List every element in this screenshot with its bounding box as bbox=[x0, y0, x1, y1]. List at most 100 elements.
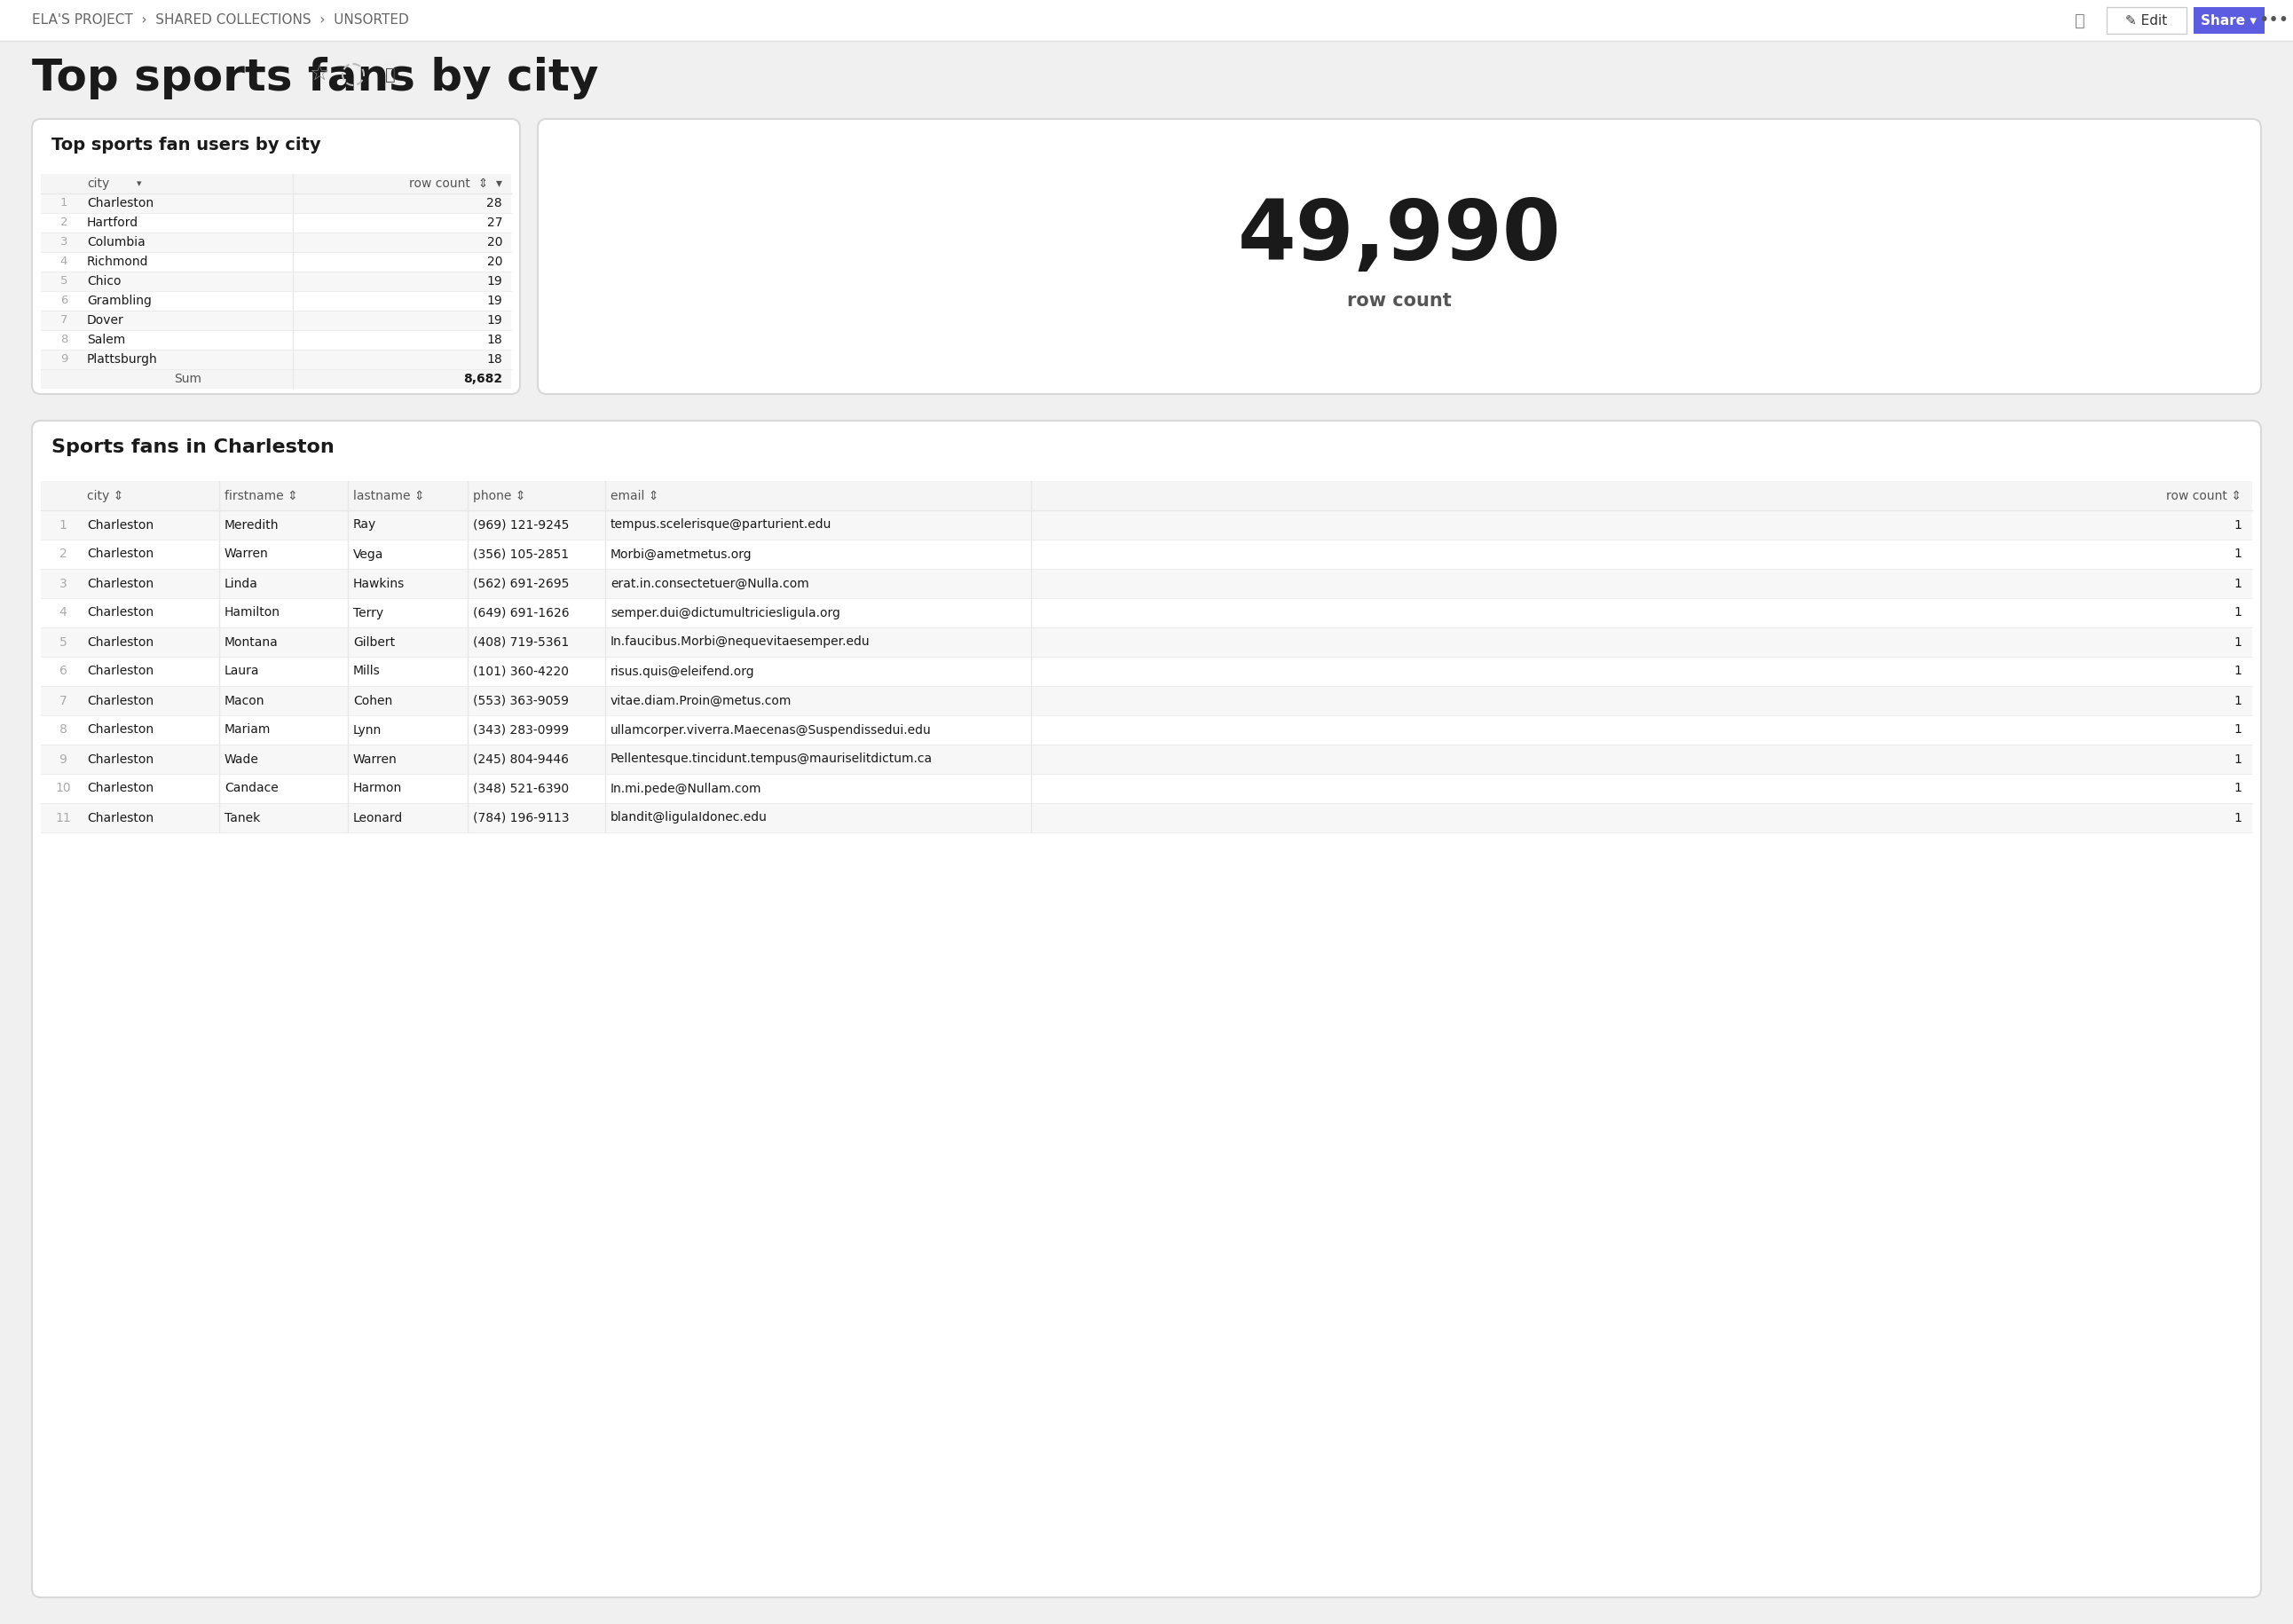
Bar bbox=[41, 715, 2252, 744]
Text: (245) 804-9446: (245) 804-9446 bbox=[472, 754, 569, 765]
Text: row count: row count bbox=[1348, 292, 1451, 310]
Bar bbox=[41, 369, 511, 388]
Text: Hamilton: Hamilton bbox=[225, 606, 280, 619]
Text: Charleston: Charleston bbox=[87, 606, 154, 619]
Text: ✎ Edit: ✎ Edit bbox=[2126, 13, 2167, 28]
FancyBboxPatch shape bbox=[32, 421, 2261, 1598]
Text: 49,990: 49,990 bbox=[1238, 197, 1562, 278]
Text: Warren: Warren bbox=[225, 547, 268, 560]
Text: 18: 18 bbox=[486, 333, 502, 346]
Text: Ray: Ray bbox=[353, 518, 376, 531]
Text: Charleston: Charleston bbox=[87, 666, 154, 677]
Text: 2: 2 bbox=[60, 547, 66, 560]
Text: 20: 20 bbox=[486, 235, 502, 248]
Text: 2: 2 bbox=[60, 218, 69, 229]
Text: city: city bbox=[87, 177, 110, 190]
Bar bbox=[41, 174, 511, 193]
Bar bbox=[41, 481, 2252, 510]
Text: 4: 4 bbox=[60, 606, 66, 619]
Text: 28: 28 bbox=[486, 197, 502, 209]
Text: 19: 19 bbox=[486, 274, 502, 287]
Text: Top sports fans by city: Top sports fans by city bbox=[32, 57, 598, 99]
Text: Cohen: Cohen bbox=[353, 695, 392, 706]
Text: Candace: Candace bbox=[225, 783, 277, 794]
Text: Charleston: Charleston bbox=[87, 783, 154, 794]
Text: 9: 9 bbox=[60, 754, 66, 765]
Text: 7: 7 bbox=[60, 315, 69, 326]
Text: 1: 1 bbox=[2233, 754, 2243, 765]
Text: 10: 10 bbox=[55, 783, 71, 794]
Text: In.faucibus.Morbi@nequevitaesemper.edu: In.faucibus.Morbi@nequevitaesemper.edu bbox=[610, 637, 869, 648]
Text: Macon: Macon bbox=[225, 695, 266, 706]
Text: vitae.diam.Proin@metus.com: vitae.diam.Proin@metus.com bbox=[610, 695, 791, 706]
Text: 19: 19 bbox=[486, 313, 502, 326]
Text: 5: 5 bbox=[60, 637, 66, 648]
Text: 6: 6 bbox=[60, 666, 66, 677]
Text: Meredith: Meredith bbox=[225, 518, 280, 531]
Bar bbox=[41, 685, 2252, 715]
Text: Harmon: Harmon bbox=[353, 783, 401, 794]
Text: tempus.scelerisque@parturient.edu: tempus.scelerisque@parturient.edu bbox=[610, 518, 832, 531]
Text: ☆: ☆ bbox=[310, 63, 330, 84]
Text: Hartford: Hartford bbox=[87, 216, 138, 229]
Bar bbox=[41, 252, 511, 271]
Bar bbox=[41, 775, 2252, 804]
Text: Pellentesque.tincidunt.tempus@mauriselitdictum.ca: Pellentesque.tincidunt.tempus@mauriselit… bbox=[610, 754, 933, 765]
Text: (553) 363-9059: (553) 363-9059 bbox=[472, 695, 569, 706]
FancyBboxPatch shape bbox=[32, 119, 521, 395]
Text: (101) 360-4220: (101) 360-4220 bbox=[472, 666, 569, 677]
Text: 7: 7 bbox=[60, 695, 66, 706]
Text: phone ⇕: phone ⇕ bbox=[472, 489, 525, 502]
Text: (562) 691-2695: (562) 691-2695 bbox=[472, 577, 569, 590]
Text: Leonard: Leonard bbox=[353, 812, 404, 823]
Text: 👤: 👤 bbox=[385, 67, 397, 83]
Text: 1: 1 bbox=[60, 518, 66, 531]
Text: Richmond: Richmond bbox=[87, 255, 149, 268]
Text: 1: 1 bbox=[2233, 577, 2243, 590]
Text: semper.dui@dictumultriciesligula.org: semper.dui@dictumultriciesligula.org bbox=[610, 606, 839, 619]
Text: Lynn: Lynn bbox=[353, 724, 383, 736]
Text: Warren: Warren bbox=[353, 754, 397, 765]
Text: lastname ⇕: lastname ⇕ bbox=[353, 489, 424, 502]
Text: 11: 11 bbox=[55, 812, 71, 823]
Text: Charleston: Charleston bbox=[87, 637, 154, 648]
Text: Charleston: Charleston bbox=[87, 724, 154, 736]
Bar bbox=[41, 804, 2252, 833]
Text: 1: 1 bbox=[2233, 812, 2243, 823]
Bar bbox=[0, 0, 2293, 41]
Text: 3: 3 bbox=[60, 577, 66, 590]
Text: 5: 5 bbox=[60, 276, 69, 287]
Text: Gilbert: Gilbert bbox=[353, 637, 394, 648]
Bar bbox=[41, 291, 511, 310]
Text: 8,682: 8,682 bbox=[463, 374, 502, 385]
Text: Charleston: Charleston bbox=[87, 547, 154, 560]
Circle shape bbox=[376, 60, 404, 89]
Text: Plattsburgh: Plattsburgh bbox=[87, 352, 158, 365]
Text: 1: 1 bbox=[2233, 606, 2243, 619]
Text: erat.in.consectetuer@Nulla.com: erat.in.consectetuer@Nulla.com bbox=[610, 577, 809, 590]
Text: ELA'S PROJECT  ›  SHARED COLLECTIONS  ›  UNSORTED: ELA'S PROJECT › SHARED COLLECTIONS › UNS… bbox=[32, 13, 408, 28]
Bar bbox=[41, 213, 511, 232]
Text: Terry: Terry bbox=[353, 606, 383, 619]
Text: Sports fans in Charleston: Sports fans in Charleston bbox=[50, 438, 335, 456]
Bar bbox=[41, 232, 511, 252]
Text: 1: 1 bbox=[2233, 637, 2243, 648]
Text: 9: 9 bbox=[60, 354, 66, 365]
Text: 6: 6 bbox=[60, 296, 66, 307]
Text: 8: 8 bbox=[60, 335, 66, 346]
Text: Dover: Dover bbox=[87, 313, 124, 326]
Bar bbox=[41, 656, 2252, 685]
Bar bbox=[41, 193, 511, 213]
FancyBboxPatch shape bbox=[539, 119, 2261, 395]
Text: (969) 121-9245: (969) 121-9245 bbox=[472, 518, 569, 531]
Text: 1: 1 bbox=[2233, 518, 2243, 531]
Text: Wade: Wade bbox=[225, 754, 259, 765]
Text: 1: 1 bbox=[2233, 547, 2243, 560]
Text: 4: 4 bbox=[60, 257, 66, 268]
Text: 18: 18 bbox=[486, 352, 502, 365]
Text: firstname ⇕: firstname ⇕ bbox=[225, 489, 298, 502]
Bar bbox=[41, 310, 511, 330]
Text: (784) 196-9113: (784) 196-9113 bbox=[472, 812, 569, 823]
Text: Share ▾: Share ▾ bbox=[2201, 13, 2256, 28]
Text: Charleston: Charleston bbox=[87, 754, 154, 765]
